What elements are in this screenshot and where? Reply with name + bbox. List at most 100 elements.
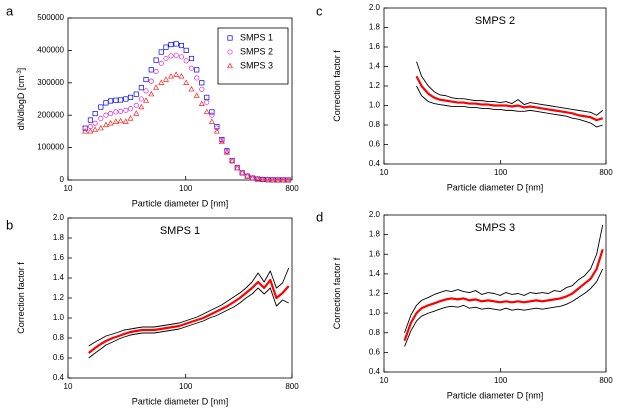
marker [138,103,145,110]
marker [198,100,205,107]
marker [118,108,124,114]
marker [148,78,154,84]
marker [117,117,124,124]
chart-panel: c SMPS 2 10 100 800 0.4 0.6 0.8 1.0 1.2 1.4 1.6 1.8 2… [316,3,613,192]
x-axis-label: Particle diameter D [nm] [132,396,229,406]
marker [239,169,246,176]
marker [127,115,134,121]
x-tick-label: 800 [599,168,613,177]
marker [223,149,230,155]
marker [204,94,210,100]
marker [153,68,159,75]
marker [173,71,180,77]
legend-label: SMPS 1 [240,32,273,42]
x-axis-label: Particle diameter D [nm] [447,390,544,400]
marker [274,176,281,183]
marker [153,57,159,63]
legend-label: SMPS 3 [240,60,273,70]
marker [107,119,114,126]
x-tick-label: 100 [179,184,193,193]
y-tick-label: 0.4 [369,367,381,376]
marker [133,102,139,109]
x-tick-label: 10 [64,382,73,391]
marker [254,175,261,182]
marker [97,124,104,131]
marker [203,108,210,115]
marker [213,128,220,134]
panel-label: a [6,3,14,18]
y-tick-label: 400000 [37,46,64,55]
marker [108,111,114,117]
marker [143,88,149,94]
marker [227,62,233,69]
x-tick-label: 10 [380,376,389,385]
marker [92,126,99,132]
marker [143,77,149,83]
marker [92,120,98,126]
marker [108,98,114,104]
marker [113,109,119,115]
y-tick-label: 1.4 [369,269,381,278]
line-series [88,267,290,347]
marker [249,174,256,181]
y-tick-label: 0.4 [369,159,381,168]
marker [183,79,190,85]
marker [209,112,215,118]
chart-title: SMPS 1 [160,225,200,237]
plot-frame [383,7,607,165]
marker [82,125,88,131]
y-tick-label: 2.0 [369,3,381,12]
panel-label: d [316,209,323,224]
y-tick-label: 0.8 [369,120,381,129]
marker [168,42,174,48]
marker [112,118,119,124]
line-series [88,278,290,354]
y-tick-label: 1.4 [53,273,65,282]
y-axis-label: dN/dlogD [cm-3] [16,68,26,130]
plot-frame [67,17,293,181]
marker [98,104,104,110]
marker [158,49,164,55]
marker [204,99,210,105]
marker [227,35,233,41]
marker [98,115,104,121]
panel-label: b [6,217,13,232]
marker [158,79,165,85]
marker [199,86,205,92]
marker [194,75,200,81]
y-axis-label-text: dN/dlogD [cm [16,76,26,131]
marker [113,97,119,103]
marker [209,109,215,115]
marker [234,164,241,171]
x-tick-label: 10 [380,168,389,177]
marker [148,67,154,73]
y-tick-label: 1.6 [369,249,381,258]
y-tick-label: 200000 [37,110,64,119]
y-tick-label: 0.8 [53,333,65,342]
y-axis-label-text: Correction factor f [16,262,26,334]
y-tick-label: 1.0 [369,308,381,317]
y-tick-label: 0.6 [369,347,381,356]
y-tick-label: 0.8 [369,328,381,337]
x-tick-label: 100 [494,376,508,385]
marker [188,85,195,92]
marker [87,117,93,123]
marker [103,112,109,118]
marker [118,97,124,103]
marker [183,47,189,53]
marker [122,118,129,124]
line-series [415,75,604,122]
marker [133,110,140,116]
marker [138,96,144,102]
y-tick-label: 1.8 [369,23,381,32]
marker [214,125,220,131]
y-tick-label: 1.6 [369,42,381,51]
line-series [403,249,604,341]
x-axis-label: Particle diameter D [nm] [447,182,544,192]
marker [188,55,195,62]
y-axis-label-text: Correction factor f [332,257,342,329]
marker [264,176,271,182]
chart-panel: b SMPS 1 10 100 800 0.4 0.6 0.8 1.0 1.2 1.4 1.6 1.8 2… [6,213,299,406]
x-axis-label: Particle diameter D [nm] [132,198,229,208]
